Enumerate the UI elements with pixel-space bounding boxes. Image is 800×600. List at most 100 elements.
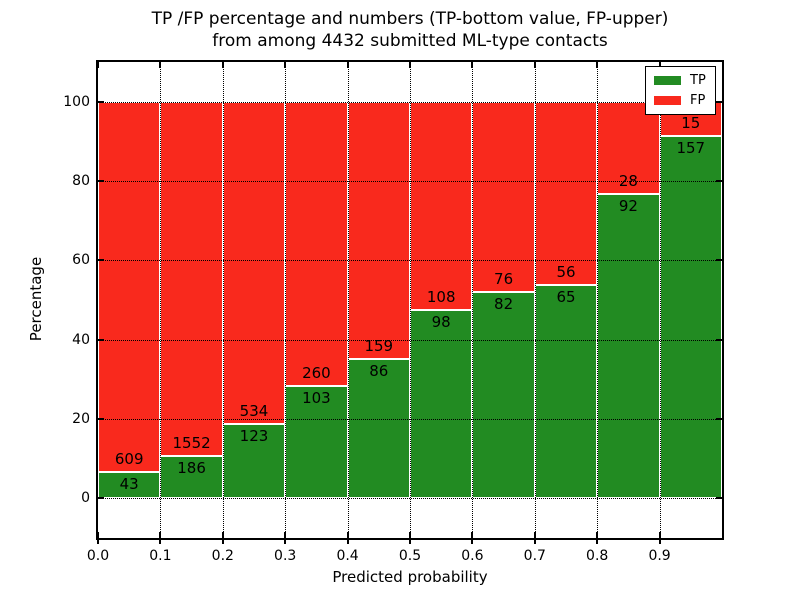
tp-count-label-8: 92	[618, 197, 638, 216]
x-tick-top-0.8	[596, 62, 599, 68]
plot-area: 609 43 1552 186 534 123 260 103 159 86 108 98 76 82 56…	[96, 60, 724, 540]
x-tick-top-0.3	[284, 62, 287, 68]
x-gridline-0.6	[472, 62, 474, 538]
fp-count-label-0: 609	[114, 450, 144, 469]
y-tick-right-100	[716, 100, 722, 103]
y-tick-left-20	[98, 418, 104, 420]
x-tick-label-0.3: 0.3	[274, 548, 297, 564]
fp-count-label-5: 108	[426, 287, 456, 306]
tp-count-label-7: 65	[556, 288, 576, 307]
bar-segment-fp-1	[160, 101, 223, 456]
bar-segment-tp-0	[98, 472, 161, 499]
fp-count-label-6: 76	[494, 270, 514, 289]
x-tick-out-0.3	[284, 540, 287, 544]
tp-legend-swatch	[654, 76, 681, 85]
y-tick-right-40	[716, 338, 722, 341]
chart-title: TP /FP percentage and numbers (TP-bottom…	[98, 8, 722, 52]
x-gridline-0.1	[160, 62, 162, 538]
x-gridline-0.7	[534, 62, 536, 538]
x-tick-bottom-0.3	[284, 532, 287, 538]
x-tick-bottom-0.6	[471, 532, 474, 538]
bar-segment-tp-7	[534, 285, 598, 499]
x-tick-top-0	[97, 62, 99, 68]
x-tick-out-0.9	[658, 540, 661, 544]
y-tick-left-40	[98, 338, 104, 341]
bar-segment-fp-7	[534, 101, 598, 286]
x-tick-top-0.6	[471, 62, 474, 68]
fp-count-label-7: 56	[556, 263, 576, 282]
bar-segment-fp-6	[472, 101, 535, 293]
x-tick-bottom-0.4	[346, 532, 349, 538]
y-tick-right-80	[716, 180, 722, 182]
x-tick-bottom-0.7	[533, 532, 536, 538]
x-tick-label-0.5: 0.5	[398, 548, 422, 564]
x-tick-top-0.9	[658, 62, 661, 68]
legend-item-tp: TP	[654, 74, 706, 87]
bar-segment-fp-0	[98, 101, 161, 473]
x-tick-label-0.9: 0.9	[648, 548, 671, 564]
y-tick-right-60	[716, 259, 722, 262]
tp-count-label-0: 43	[119, 475, 139, 494]
legend: TP FP	[645, 66, 716, 115]
y-tick-label-40: 40	[72, 331, 90, 348]
x-gridline-0.8	[597, 62, 599, 538]
tp-count-label-3: 103	[302, 388, 331, 407]
x-axis-label: Predicted probability	[332, 568, 488, 586]
x-tick-label-0.7: 0.7	[523, 548, 546, 564]
y-tick-label-0: 0	[81, 490, 90, 507]
fp-count-label-2: 534	[239, 402, 269, 421]
x-tick-out-0.2	[221, 540, 224, 544]
fp-count-label-3: 260	[302, 363, 331, 382]
x-tick-top-0.5	[409, 62, 411, 68]
x-tick-bottom-0.5	[409, 532, 411, 538]
bar-segment-tp-1	[160, 455, 223, 499]
tp-count-label-4: 86	[369, 362, 389, 381]
tp-count-label-9: 157	[676, 139, 706, 158]
fp-count-label-1: 1552	[172, 433, 211, 452]
x-tick-label-0.1: 0.1	[149, 548, 172, 564]
x-gridline-0.2	[222, 62, 224, 538]
bar-segment-fp-2	[222, 101, 286, 425]
bar-segment-fp-4	[347, 101, 410, 360]
y-tick-right-0	[716, 497, 722, 500]
x-gridline-0.9	[659, 62, 661, 538]
tp-legend-label: TP	[690, 73, 706, 88]
x-tick-out-0.1	[159, 540, 162, 544]
tp-count-label-1: 186	[177, 458, 206, 477]
x-tick-top-0.4	[346, 62, 349, 68]
legend-item-fp: FP	[654, 94, 706, 107]
tp-count-label-5: 98	[431, 312, 451, 331]
fp-legend-label: FP	[690, 93, 706, 108]
y-tick-left-0	[98, 497, 104, 500]
tp-count-label-6: 82	[494, 295, 514, 314]
x-tick-out-0	[97, 540, 99, 544]
tp-count-label-2: 123	[239, 427, 269, 446]
x-tick-out-0.8	[596, 540, 599, 544]
y-tick-label-80: 80	[72, 173, 90, 189]
chart-title-line1: TP /FP percentage and numbers (TP-bottom…	[151, 9, 669, 29]
x-tick-top-0.7	[533, 62, 536, 68]
bar-segment-tp-6	[472, 292, 535, 499]
y-tick-label-20: 20	[72, 411, 90, 427]
x-tick-top-0.1	[159, 62, 162, 68]
x-gridline-0.4	[347, 62, 349, 538]
bar-segment-fp-5	[410, 101, 473, 310]
y-axis-label: Percentage	[27, 256, 45, 342]
x-tick-out-0.7	[533, 540, 536, 544]
x-gridline-0.3	[285, 62, 287, 538]
bar-segment-fp-3	[285, 101, 348, 386]
fp-legend-swatch	[654, 96, 681, 105]
y-tick-right-20	[716, 418, 722, 420]
x-tick-bottom-0.8	[596, 532, 599, 538]
x-tick-label-0.4: 0.4	[336, 548, 359, 564]
fp-count-label-8: 28	[618, 172, 638, 191]
x-tick-top-0.2	[221, 62, 224, 68]
x-tick-label-0: 0.0	[86, 548, 110, 564]
bar-segment-tp-3	[285, 385, 348, 499]
x-tick-label-0.8: 0.8	[586, 548, 609, 564]
x-tick-label-0.2: 0.2	[211, 548, 234, 564]
x-tick-out-0.4	[346, 540, 349, 544]
x-tick-label-0.6: 0.6	[461, 548, 484, 564]
chart-title-line2: from among 4432 submitted ML-type contac…	[212, 31, 608, 51]
